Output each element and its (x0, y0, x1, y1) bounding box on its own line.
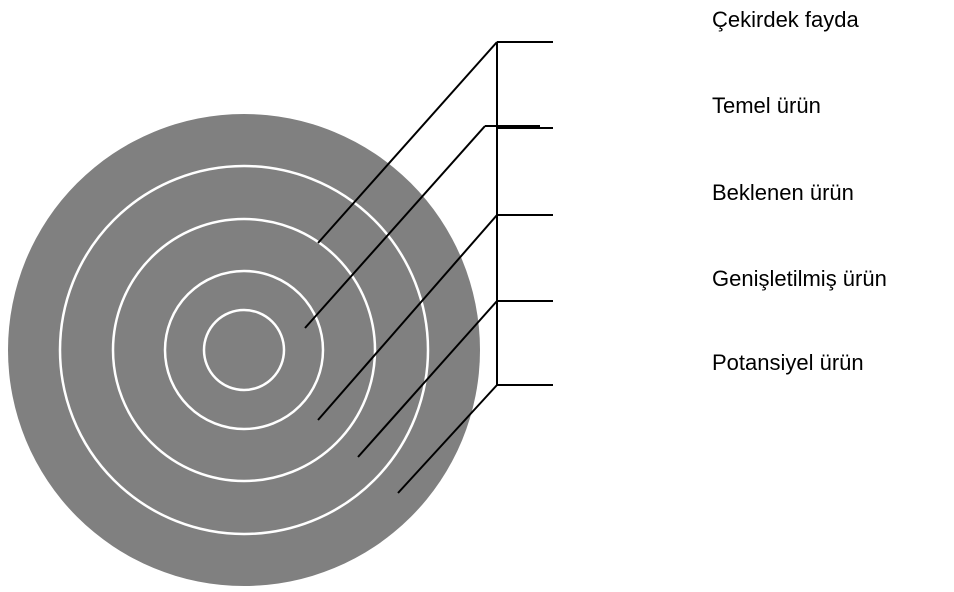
ring (58, 164, 430, 536)
pointer (317, 214, 498, 421)
pointer (317, 41, 498, 244)
ring (163, 269, 325, 431)
pointer (357, 300, 498, 458)
rings (58, 164, 430, 536)
pointer (397, 384, 498, 494)
level-label: Potansiyel ürün (712, 350, 864, 375)
level-label: Temel ürün (712, 93, 821, 118)
pointer (304, 125, 486, 329)
level-label: Çekirdek fayda (712, 7, 860, 32)
outer-disc (8, 114, 480, 586)
ring (202, 308, 286, 392)
level-label: Beklenen ürün (712, 180, 854, 205)
ring (111, 217, 377, 483)
leader-lines (304, 41, 553, 494)
level-label: Genişletilmiş ürün (712, 266, 887, 291)
